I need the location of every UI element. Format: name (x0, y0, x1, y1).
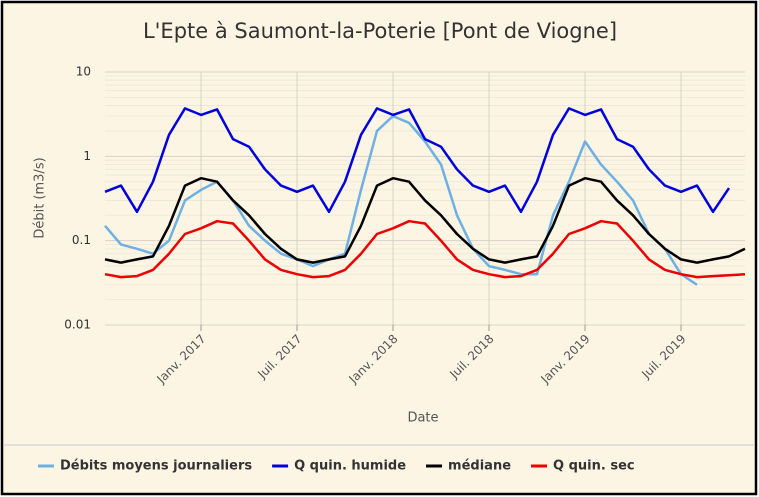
y-tick-label: 1 (83, 149, 91, 163)
y-tick-label: 0.1 (72, 233, 91, 247)
legend-label: Débits moyens journaliers (60, 459, 252, 474)
series-line (104, 114, 698, 286)
chart-title: L'Epte à Saumont-la-Poterie [Pont de Vio… (143, 19, 617, 43)
legend-label: Q quin. sec (553, 459, 635, 474)
legend-label: médiane (448, 459, 511, 474)
x-axis-label: Date (407, 411, 438, 426)
series-line (104, 219, 746, 279)
y-tick-label: 0.01 (64, 318, 91, 332)
legend-label: Q quin. humide (294, 459, 406, 474)
series-line (104, 176, 746, 264)
series-line (104, 107, 731, 214)
y-axis-label: Débit (m3/s) (33, 157, 48, 238)
y-tick-label: 10 (76, 65, 91, 79)
